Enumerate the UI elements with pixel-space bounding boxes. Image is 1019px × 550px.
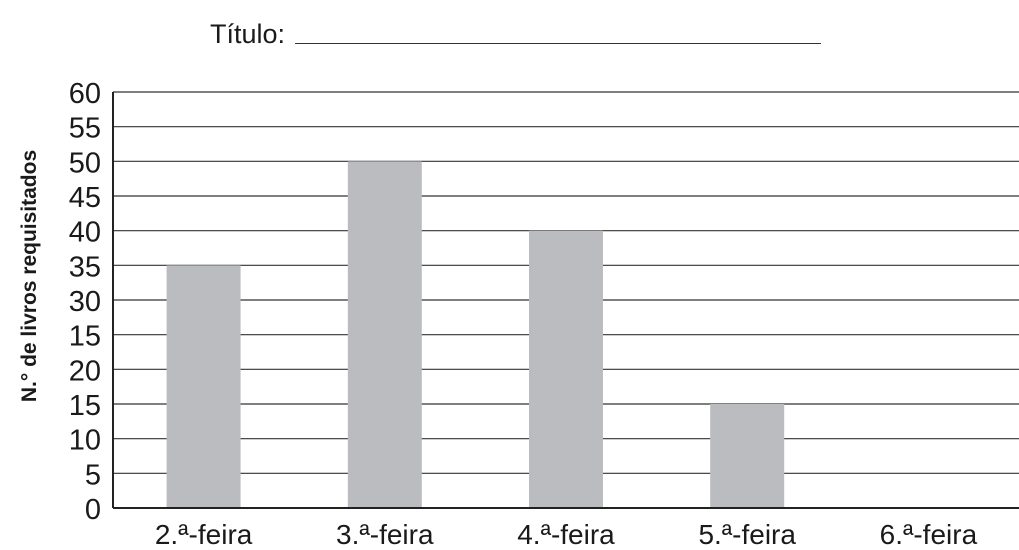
y-tick-label: 20: [69, 355, 101, 387]
grid-lines: [113, 91, 1019, 474]
x-tick-label: 2.ª-feira: [155, 519, 253, 550]
y-tick-label: 30: [69, 286, 101, 318]
axes: [112, 92, 1019, 509]
y-tick-label: 5: [85, 459, 101, 491]
x-tick-label: 3.ª-feira: [336, 519, 434, 550]
y-tick-label: 55: [69, 113, 101, 145]
y-tick-label: 60: [69, 78, 101, 110]
x-tick-label: 5.ª-feira: [698, 519, 796, 550]
x-tick-label: 4.ª-feira: [517, 519, 615, 550]
y-tick-label: 0: [85, 494, 101, 526]
y-tick-label: 45: [69, 182, 101, 214]
title-label: Título:: [210, 19, 286, 49]
y-tick-label: 15: [69, 321, 101, 353]
bar: [347, 161, 422, 509]
y-tick-label: 10: [69, 425, 101, 457]
y-tick-label: 35: [69, 251, 101, 283]
y-axis-label: N.° de livros requisitados: [18, 150, 41, 402]
bar: [166, 265, 241, 508]
y-tick-label: 40: [69, 217, 101, 249]
title-row: Título:: [210, 8, 822, 49]
y-tick-label: 50: [69, 147, 101, 179]
bars: [166, 161, 785, 509]
title-blank-line[interactable]: [295, 42, 822, 44]
x-tick-labels: 2.ª-feira 3.ª-feira 4.ª-feira 5.ª-feira 6.ª-…: [155, 519, 978, 550]
y-tick-label: 15: [69, 390, 101, 422]
bar: [710, 404, 785, 508]
bar: [529, 230, 603, 508]
x-tick-label: 6.ª-feira: [880, 519, 978, 550]
